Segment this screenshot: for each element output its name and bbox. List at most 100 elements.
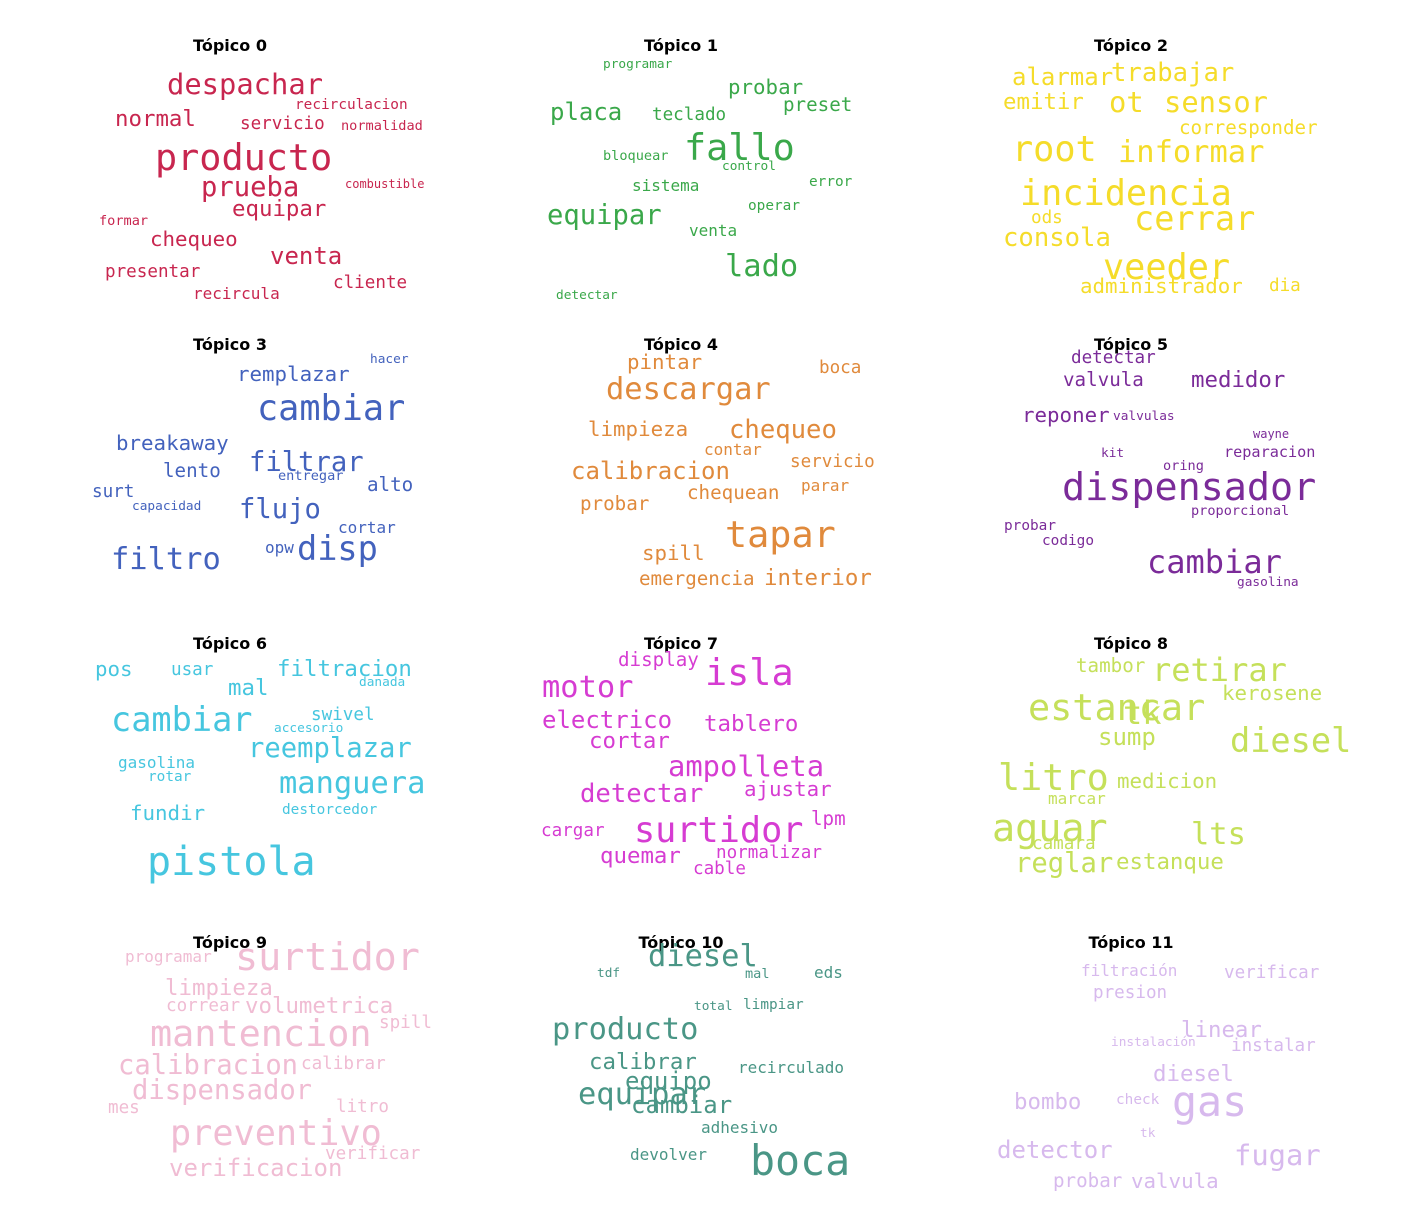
wordcloud-word: filtracion [277, 656, 412, 682]
wordcloud-panel: Tópico 11 filtración verificar presion linea… [896, 909, 1366, 1208]
wordcloud-word: cortar [589, 728, 670, 754]
wordcloud-word: tk [1140, 1126, 1156, 1141]
panel-title: Tópico 4 [644, 335, 718, 354]
wordcloud-word: preventivo [170, 1113, 382, 1154]
wordcloud-word: alarmar [1012, 63, 1114, 91]
wordcloud-word: diesel [1153, 1061, 1234, 1087]
wordcloud-word: detectar [580, 779, 704, 809]
wordcloud-word: servicio [790, 452, 875, 472]
wordcloud-word: equipar [578, 1077, 707, 1112]
wordcloud-word: fundir [130, 801, 206, 825]
wordcloud-word: spill [642, 541, 705, 565]
wordcloud-word: consola [1003, 223, 1111, 253]
wordcloud-word: calibracion [118, 1050, 299, 1081]
wordcloud-word: marcar [1048, 789, 1106, 808]
wordcloud-word: equipar [232, 196, 327, 222]
panel-title: Tópico 1 [644, 36, 718, 55]
wordcloud-word: tambor [1076, 654, 1146, 677]
wordcloud-panel: Tópico 8 tambor retirar estancar kerosene tk d… [896, 610, 1366, 909]
wordcloud-word: eds [814, 963, 843, 982]
wordcloud-word: pintar [627, 350, 703, 374]
wordcloud-word: fugar [1234, 1138, 1321, 1172]
wordcloud-word: calibracion [571, 457, 730, 485]
wordcloud-word: teclado [652, 105, 727, 125]
wordcloud-word: codigo [1042, 533, 1094, 549]
wordcloud-word: detector [997, 1136, 1113, 1164]
wordcloud-word: quemar [600, 843, 681, 869]
wordcloud-word: lts [1191, 817, 1246, 852]
wordcloud-word: recirculacion [295, 97, 408, 113]
wordcloud-word: correar [166, 996, 241, 1016]
panel-title: Tópico 2 [1094, 36, 1168, 55]
wordcloud-word: litro [998, 756, 1109, 799]
wordcloud-word: formar [99, 213, 149, 229]
wordcloud-word: informar [1118, 135, 1265, 170]
wordcloud-word: producto [552, 1012, 699, 1047]
wordcloud-word: remplazar [237, 362, 350, 386]
panel-title: Tópico 0 [193, 36, 267, 55]
wordcloud-word: mes [108, 1098, 140, 1118]
wordcloud-word: contar [704, 440, 762, 459]
wordcloud-word: programar [125, 947, 212, 966]
wordcloud-word: diesel [1230, 721, 1352, 760]
wordcloud-word: surt [92, 482, 135, 502]
wordcloud-word: normalidad [341, 118, 423, 134]
wordcloud-word: cerrar [1134, 199, 1256, 238]
wordcloud-word: despachar [167, 67, 324, 101]
wordcloud-word: gas [1172, 1077, 1248, 1126]
wordcloud-word: recirculado [738, 1058, 844, 1077]
panel-title: Tópico 10 [638, 933, 724, 952]
wordcloud-word: pos [95, 657, 133, 681]
wordcloud-word: operar [748, 198, 800, 214]
wordcloud-word: prueba [201, 172, 300, 203]
wordcloud-word: incidencia [1020, 173, 1232, 214]
wordcloud-panel: Tópico 4 pintar boca descargar limpieza chequ… [446, 311, 916, 610]
wordcloud-word: estanque [1116, 849, 1224, 875]
wordcloud-word: sump [1098, 723, 1156, 751]
wordcloud-word: mantencion [150, 1012, 372, 1055]
wordcloud-word: ods [1031, 208, 1063, 228]
wordcloud-word: presentar [105, 262, 201, 282]
wordcloud-word: entregar [278, 468, 344, 484]
wordcloud-panel: Tópico 3 hacer remplazar cambiar breakaway fi… [0, 311, 465, 610]
wordcloud-panel: Tópico 5 detectar valvula medidor reponer val… [896, 311, 1366, 610]
wordcloud-word: limpieza [165, 975, 273, 1001]
wordcloud-word: combustible [345, 177, 425, 191]
wordcloud-word: descargar [606, 372, 771, 407]
wordcloud-word: medicion [1117, 769, 1218, 793]
wordcloud-panel: Tópico 7 display isla motor electrico tablero… [446, 610, 916, 909]
wordcloud-word: probar [1004, 518, 1056, 534]
wordcloud-word: interior [764, 565, 872, 591]
wordcloud-word: check [1116, 1092, 1160, 1108]
wordcloud-word: oring [1163, 458, 1204, 474]
wordcloud-word: surtidor [634, 810, 804, 851]
wordcloud-word: reemplazar [248, 733, 412, 764]
wordcloud-word: ot [1109, 85, 1144, 119]
wordcloud-word: motor [542, 670, 634, 705]
wordcloud-word: swivel [311, 705, 375, 725]
wordcloud-word: opw [265, 538, 294, 557]
wordcloud-word: litro [336, 1097, 389, 1117]
wordcloud-word: fallo [684, 126, 795, 169]
wordcloud-word: kit [1101, 446, 1125, 461]
wordcloud-word: calibrar [301, 1054, 386, 1074]
wordcloud-word: medidor [1191, 367, 1286, 393]
wordcloud-word: error [809, 174, 853, 190]
wordcloud-word: devolver [630, 1145, 708, 1164]
wordcloud-word: estancar [1028, 686, 1206, 729]
wordcloud-word: producto [155, 136, 333, 179]
wordcloud-word: administrador [1080, 274, 1243, 298]
wordcloud-word: electrico [542, 706, 673, 734]
wordcloud-word: equipar [547, 200, 662, 231]
wordcloud-panel: Tópico 0 despachar recirculacion normal serv… [0, 12, 465, 311]
wordcloud-word: hacer [370, 352, 409, 367]
wordcloud-word: rotar [148, 769, 192, 785]
wordcloud-word: proporcional [1191, 503, 1290, 519]
wordcloud-word: reponer [1022, 403, 1110, 427]
wordcloud-word: trabajar [1111, 58, 1235, 88]
wordcloud-word: detectar [556, 288, 618, 303]
wordcloud-word: chequeo [729, 415, 837, 445]
wordcloud-word: valvula [1063, 368, 1144, 391]
wordcloud-word: kerosene [1222, 681, 1323, 705]
wordcloud-word: gasolina [118, 753, 196, 772]
